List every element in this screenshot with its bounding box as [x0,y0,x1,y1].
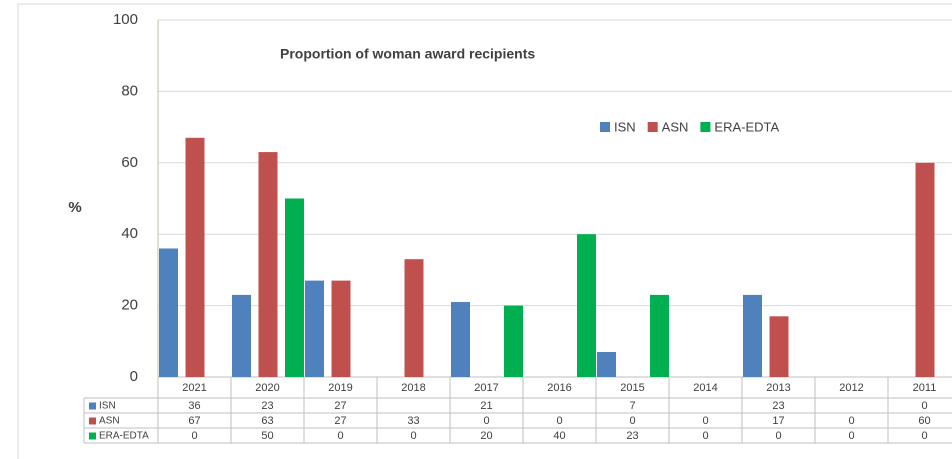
table-cell: 40 [553,430,565,442]
table-cell: 50 [261,430,273,442]
x-tick-label: 2021 [182,382,206,394]
bar [504,305,523,377]
table-cell: 0 [191,430,197,442]
table-cell: 23 [772,400,784,412]
x-tick-label: 2015 [620,382,644,394]
x-tick-label: 2014 [693,382,717,394]
table-cell: 0 [775,430,781,442]
table-cell: 63 [261,415,273,427]
table-legend-key [89,417,96,425]
bar [159,248,178,377]
x-tick-label: 2016 [547,382,571,394]
bar [743,294,762,377]
y-axis-label: % [68,199,81,216]
table-cell: 0 [848,430,854,442]
table-cell: 7 [629,400,635,412]
bar [404,259,424,377]
table-cell: 36 [188,400,200,412]
legend-label: ERA-EDTA [714,119,779,134]
table-cell: 0 [556,415,562,427]
chart-frame [17,3,952,459]
y-tick-label: 60 [121,154,138,171]
y-tick-label: 80 [121,82,138,99]
table-cell: 23 [626,430,638,442]
y-tick-label: 20 [121,297,138,314]
x-tick-label: 2013 [766,382,790,394]
table-row-label: ERA-EDTA [99,431,149,442]
table-legend-key [89,402,96,410]
bar [232,294,251,377]
legend-key [647,122,658,132]
table-cell: 60 [918,415,930,427]
table-cell: 33 [407,415,419,427]
bar [597,352,616,377]
bar [769,316,789,377]
legend-key [600,122,610,132]
bar [915,162,935,377]
table-cell: 67 [188,415,200,427]
y-tick-label: 0 [130,368,138,385]
bar [331,280,351,377]
table-cell: 0 [921,400,927,412]
table-cell: 17 [772,415,784,427]
bar [185,137,205,377]
bar [285,198,304,377]
bar [650,294,669,377]
table-cell: 27 [334,400,346,412]
table-cell: 20 [480,430,492,442]
x-tick-label: 2017 [474,382,498,394]
table-cell: 0 [702,415,708,427]
table-cell: 0 [483,415,489,427]
table-cell: 27 [334,415,346,427]
table-cell: 0 [629,415,635,427]
x-tick-label: 2020 [255,382,279,394]
y-tick-label: 40 [121,225,138,242]
table-cell: 23 [261,400,273,412]
x-tick-label: 2012 [839,382,863,394]
table-cell: 0 [848,415,854,427]
legend-key [700,122,711,132]
y-tick-label: 100 [113,11,138,28]
bar [305,280,324,377]
table-cell: 0 [337,430,343,442]
table-cell: 21 [480,400,492,412]
x-tick-label: 2018 [401,382,425,394]
table-cell: 0 [702,430,708,442]
bar [258,152,278,377]
table-legend-key [89,432,96,440]
bar [451,302,470,377]
x-tick-label: 2019 [328,382,352,394]
table-row-label: ISN [99,401,116,412]
table-cell: 0 [921,430,927,442]
chart-title: Proportion of woman award recipients [280,46,535,62]
legend-label: ASN [662,119,689,134]
x-tick-label: 2011 [913,382,937,394]
table-cell: 0 [410,430,416,442]
bar [577,234,596,377]
table-row-label: ASN [99,416,120,427]
legend-label: ISN [614,119,636,134]
